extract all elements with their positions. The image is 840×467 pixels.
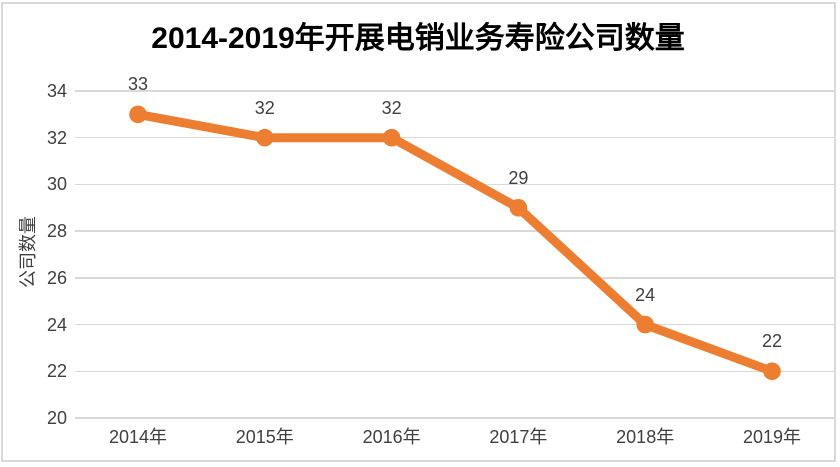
y-gridline bbox=[75, 183, 835, 186]
y-tick-label: 22 bbox=[46, 361, 67, 382]
data-point-marker bbox=[509, 199, 528, 217]
data-label: 24 bbox=[635, 284, 656, 305]
data-point-marker bbox=[129, 105, 147, 124]
data-point-marker bbox=[763, 362, 781, 381]
series-line bbox=[133, 109, 777, 376]
y-gridline bbox=[75, 417, 835, 419]
chart-title: 2014-2019年开展电销业务寿险公司数量 bbox=[151, 22, 685, 55]
chart-border bbox=[1, 2, 836, 462]
y-gridline bbox=[75, 277, 835, 279]
y-gridline bbox=[75, 370, 835, 373]
data-point-marker bbox=[382, 128, 401, 147]
y-tick-label: 34 bbox=[46, 81, 67, 101]
y-tick-label: 28 bbox=[46, 221, 67, 242]
y-tick-label: 30 bbox=[46, 174, 67, 195]
data-point-marker bbox=[255, 128, 274, 147]
x-tick-label: 2016年 bbox=[362, 427, 421, 447]
y-tick-label: 26 bbox=[46, 267, 67, 288]
y-gridline bbox=[75, 323, 835, 326]
data-label: 32 bbox=[381, 97, 402, 118]
data-label: 22 bbox=[761, 331, 783, 352]
y-gridline bbox=[75, 230, 835, 232]
y-tick-label: 20 bbox=[46, 408, 67, 428]
x-tick-label: 2019年 bbox=[742, 427, 802, 447]
y-tick-label: 32 bbox=[46, 127, 67, 148]
y-gridline bbox=[75, 136, 835, 139]
x-tick-label: 2014年 bbox=[108, 427, 168, 447]
data-label: 33 bbox=[127, 74, 149, 95]
data-label: 29 bbox=[508, 167, 529, 188]
data-label: 32 bbox=[254, 97, 275, 118]
y-gridline bbox=[75, 90, 835, 92]
x-tick-label: 2018年 bbox=[616, 427, 675, 447]
x-tick-label: 2015年 bbox=[235, 427, 294, 447]
x-tick-label: 2017年 bbox=[489, 427, 548, 447]
data-point-marker bbox=[636, 315, 654, 334]
y-tick-label: 24 bbox=[46, 314, 67, 335]
